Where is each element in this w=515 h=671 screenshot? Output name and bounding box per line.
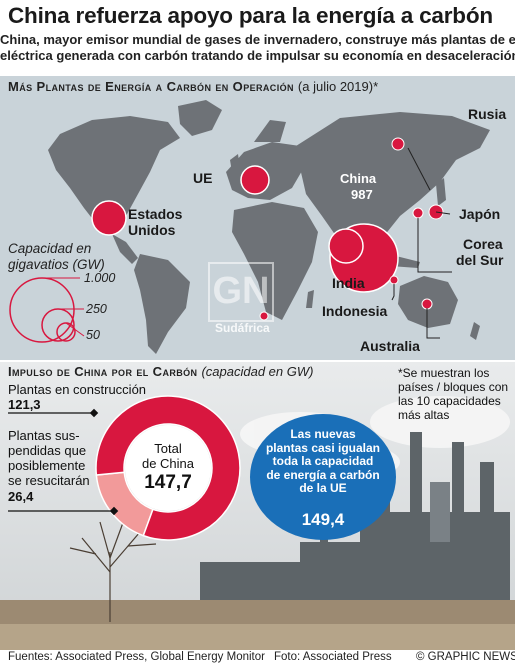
- donut-pointers: [8, 412, 114, 512]
- legend-ticks: [42, 277, 85, 337]
- label-ue: UE: [193, 170, 213, 186]
- map-section-heading: Más Plantas de Energía a Carbón en Opera…: [8, 79, 378, 94]
- donut-chart: [95, 395, 241, 541]
- bubble-line-3: toda la capacidad: [272, 454, 374, 468]
- japan-shape: [436, 178, 446, 206]
- bubble-rusia: [391, 137, 405, 151]
- subtitle-line-1: China, mayor emisor mundial de gases de …: [0, 32, 515, 47]
- impulse-heading-text: Impulso de China por el Carbón: [8, 364, 198, 379]
- world-map-panel: Más Plantas de Energía a Carbón en Opera…: [0, 76, 515, 360]
- legend-title-1: Capacidad en: [8, 241, 92, 256]
- bubble-corea: [412, 207, 424, 219]
- new-zealand-shape: [470, 322, 480, 340]
- footnote-1: *Se muestran los: [398, 366, 490, 380]
- suspended-label-4: se resucitarán: [8, 473, 90, 488]
- label-corea-2: del Sur: [456, 252, 504, 268]
- label-china: China: [340, 171, 377, 186]
- scandinavia-shape: [254, 120, 286, 142]
- footer-photo-credit: Foto: Associated Press: [274, 651, 392, 663]
- uk-shape: [230, 154, 240, 172]
- watermark-logo: GN: [208, 262, 274, 322]
- bubble-line-4: de energía a carbón: [266, 467, 380, 482]
- eu-comparison-bubble: Las nuevas plantas casi igualan toda la …: [250, 414, 396, 540]
- slice-construction: [95, 395, 241, 541]
- legend-title-2: gigavatios (GW): [8, 257, 105, 272]
- bubble-line-2: plantas casi igualan: [265, 440, 381, 455]
- label-india: India: [332, 275, 365, 291]
- africa-shape: [232, 202, 318, 320]
- label-eeuu-2: Unidos: [128, 222, 176, 238]
- bubble-line-1: Las nuevas: [290, 427, 356, 441]
- total-label-2: de China: [141, 456, 195, 471]
- impulse-section-heading: Impulso de China por el Carbón (capacida…: [8, 364, 313, 379]
- total-label-1: Total: [154, 441, 182, 456]
- label-corea-1: Corea: [463, 236, 503, 252]
- total-value: 147,7: [144, 472, 192, 493]
- suspended-label-1: Plantas sus-: [8, 428, 80, 443]
- north-america-shape: [48, 116, 180, 234]
- footer-copyright: © GRAPHIC NEWS: [416, 651, 515, 663]
- bubble-eeuu: [91, 200, 127, 236]
- graphic-news-watermark: GN: [196, 262, 286, 334]
- central-america-shape: [112, 234, 138, 264]
- legend-value-50: 50: [86, 328, 100, 342]
- capacity-bubbles: [91, 137, 444, 321]
- eu-capacity-value: 149,4: [301, 510, 345, 529]
- subtitle-line-2: eléctrica generada con carbón tratando d…: [0, 48, 515, 63]
- factory-structures: [200, 432, 510, 602]
- world-map: [9, 100, 490, 354]
- leader-lines: [391, 147, 452, 339]
- construction-label: Plantas en construcción: [8, 382, 147, 397]
- map-heading-text: Más Plantas de Energía a Carbón en Opera…: [8, 79, 294, 94]
- label-japon: Japón: [459, 206, 501, 222]
- label-indonesia: Indonesia: [322, 303, 388, 319]
- eu-comparison-text: Las nuevas plantas casi igualan toda la …: [256, 427, 390, 496]
- label-eeuu-1: Estados: [128, 206, 183, 222]
- bare-tree: [69, 519, 157, 622]
- suspended-label-3: posiblemente: [8, 458, 86, 473]
- bubble-indonesia: [389, 275, 399, 285]
- bubble-india: [328, 228, 364, 264]
- south-america-shape: [134, 254, 190, 354]
- label-sudafrica: Sudáfrica: [215, 321, 270, 335]
- bubble-australia: [421, 298, 433, 310]
- impulse-heading-note: (capacidad en GW): [201, 364, 314, 379]
- foreground-field: [0, 624, 515, 650]
- footnote-3: las 10 capacidades: [398, 394, 501, 408]
- label-rusia: Rusia: [468, 106, 507, 122]
- page-title: China refuerza apoyo para la energía a c…: [8, 3, 493, 28]
- map-heading-note: (a julio 2019)*: [297, 79, 379, 94]
- suspended-label-2: pendidas que: [8, 443, 87, 458]
- bubble-ue: [240, 165, 270, 195]
- legend-circles: [9, 277, 76, 343]
- suspended-value: 26,4: [8, 489, 34, 504]
- footnote-2: países / bloques con: [398, 380, 509, 394]
- footnote-4: más altas: [398, 408, 450, 422]
- bubble-line-5: de la UE: [299, 481, 347, 495]
- madagascar-shape: [306, 290, 314, 308]
- asia-shape: [296, 112, 490, 246]
- donut-center: [125, 425, 211, 511]
- construction-value: 121,3: [8, 397, 41, 412]
- legend-value-1000: 1.000: [84, 271, 116, 285]
- label-australia: Australia: [360, 338, 420, 354]
- footer-sources: Fuentes: Associated Press, Global Energy…: [8, 651, 265, 663]
- greenland-shape: [178, 100, 222, 136]
- label-china-value: 987: [351, 187, 373, 202]
- legend-value-250: 250: [86, 302, 107, 316]
